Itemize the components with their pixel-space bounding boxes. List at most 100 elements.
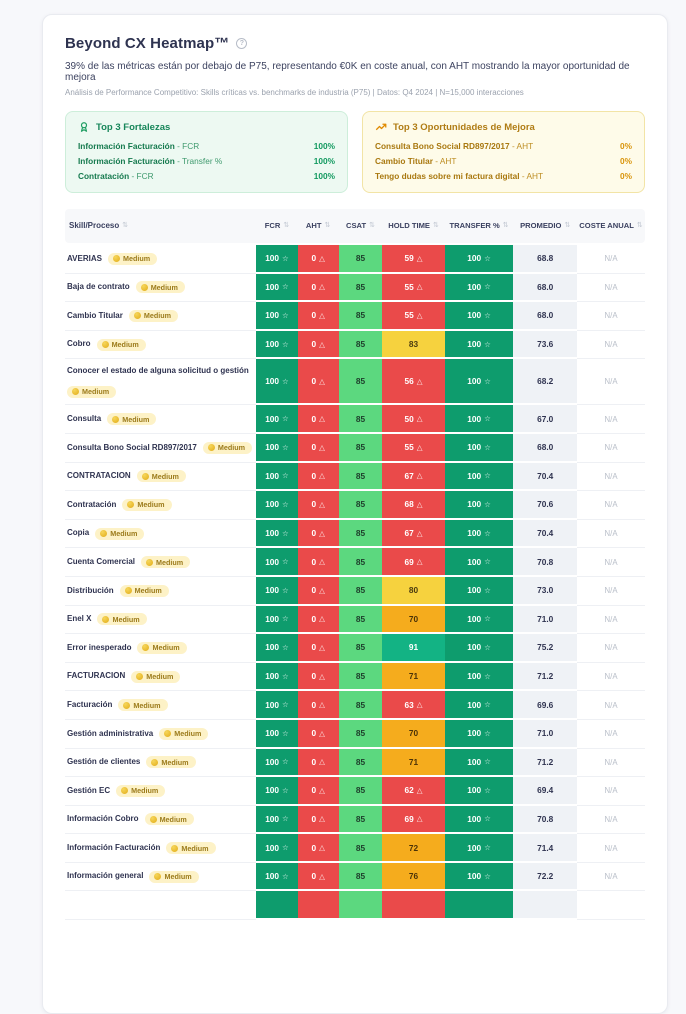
sort-icon[interactable]: ⇅ xyxy=(502,221,509,229)
table-row: Copia Medium 100 ☆ 0 △ 85 67 △ 100 ☆ 70.4 N/… xyxy=(65,519,645,549)
column-header-transfer[interactable]: TRANSFER % ⇅ xyxy=(449,221,509,231)
coste-cell: N/A xyxy=(577,359,645,406)
skill-cell: Contratación Medium xyxy=(65,491,257,520)
badge-label: Medium xyxy=(122,254,151,264)
table-row: Gestión administrativa Medium 100 ☆ 0 △ 85… xyxy=(65,719,645,749)
csat-cell: 85 xyxy=(338,302,383,331)
metric-icon: △ xyxy=(319,785,325,795)
skill-cell: AVERIAS Medium xyxy=(65,245,257,274)
skill-label: Distribución xyxy=(67,585,114,595)
column-header-fcr[interactable]: FCR ⇅ xyxy=(264,221,290,231)
coste-cell: N/A xyxy=(577,749,645,778)
csat-cell: 85 xyxy=(338,719,383,749)
complexity-badge: Medium xyxy=(146,756,196,769)
metric-icon: ☆ xyxy=(484,442,491,452)
coste-cell: N/A xyxy=(577,302,645,331)
help-icon[interactable]: ? xyxy=(236,38,248,49)
hold-time-cell: 71 xyxy=(382,662,445,692)
sort-icon[interactable]: ⇅ xyxy=(283,221,290,229)
metric-icon: ☆ xyxy=(484,557,491,567)
promedio-cell: 69.4 xyxy=(513,777,578,806)
complexity-badge: Medium xyxy=(149,870,199,883)
coste-value: N/A xyxy=(604,529,618,539)
badge-label: Medium xyxy=(134,586,162,596)
metric-icon: ☆ xyxy=(484,728,491,738)
sort-icon[interactable]: ⇅ xyxy=(564,221,571,229)
column-header-coste-anual[interactable]: COSTE ANUAL ⇅ xyxy=(579,221,643,231)
csat-cell: 85 xyxy=(338,777,383,806)
panel-item: Contratación - FCR 100% xyxy=(78,171,335,181)
column-header-hold-time[interactable]: HOLD TIME ⇅ xyxy=(388,221,439,231)
panel-item-label: Tengo dudas sobre mi factura digital - A… xyxy=(375,171,544,181)
skill-label: Información general xyxy=(67,871,144,881)
coste-value: N/A xyxy=(604,443,618,453)
column-header-promedio[interactable]: PROMEDIO ⇅ xyxy=(520,221,571,231)
promedio-cell: 68.0 xyxy=(513,273,578,303)
hold-time-cell: 76 xyxy=(382,862,445,892)
coste-cell: N/A xyxy=(577,548,645,577)
coste-value: N/A xyxy=(604,500,618,510)
promedio-value: 68.8 xyxy=(537,253,554,264)
coin-icon xyxy=(72,388,79,396)
promedio-value: 68.2 xyxy=(537,376,554,387)
metric-icon: ☆ xyxy=(484,414,491,424)
csat-cell: 85 xyxy=(338,748,383,778)
table-row: Cobro Medium 100 ☆ 0 △ 85 83 100 ☆ 73.6 N/A xyxy=(65,330,645,360)
complexity-badge: Medium xyxy=(95,527,145,540)
metric-icon: ☆ xyxy=(282,414,289,424)
promedio-value: 71.2 xyxy=(537,671,554,682)
skill-label: AVERIAS xyxy=(67,253,102,263)
sort-icon[interactable]: ⇅ xyxy=(122,221,129,229)
fcr-cell: 100 ☆ xyxy=(256,405,298,434)
sort-icon[interactable]: ⇅ xyxy=(432,221,439,229)
analysis-meta-text: Análisis de Performance Competitivo: Ski… xyxy=(65,88,524,97)
coste-value: N/A xyxy=(604,643,618,653)
skill-label: Gestión EC xyxy=(67,785,111,795)
panel-item: Cambio Titular - AHT 0% xyxy=(375,156,632,166)
skill-cell xyxy=(65,891,257,921)
transfer-cell: 100 ☆ xyxy=(444,691,514,720)
sort-icon[interactable]: ⇅ xyxy=(369,221,375,229)
badge-label: Medium xyxy=(164,872,192,882)
transfer-cell: 100 ☆ xyxy=(444,576,514,606)
metric-icon: ☆ xyxy=(282,814,289,824)
aht-cell: 0 △ xyxy=(297,548,339,577)
complexity-badge: Medium xyxy=(128,309,179,322)
fcr-cell: 100 ☆ xyxy=(256,862,298,892)
promedio-value: 69.6 xyxy=(537,699,554,710)
table-body: AVERIAS Medium 100 ☆ 0 △ 85 59 △ 100 ☆ 68.8 … xyxy=(65,245,645,921)
complexity-badge: Medium xyxy=(116,784,166,797)
metric-icon: △ xyxy=(416,785,423,795)
skill-cell: Cuenta Comercial Medium xyxy=(65,548,257,577)
badge-label: Medium xyxy=(161,757,189,767)
column-header-aht[interactable]: AHT ⇅ xyxy=(305,221,331,231)
fcr-cell: 100 ☆ xyxy=(256,605,298,635)
skill-cell: Facturación Medium xyxy=(65,691,257,720)
table-row: Conocer el estado de alguna solicitud o … xyxy=(65,359,645,406)
coste-value: N/A xyxy=(604,586,618,596)
badge-label: Medium xyxy=(150,282,178,292)
promedio-cell: 71.0 xyxy=(513,605,578,635)
coin-icon xyxy=(127,501,135,509)
column-header-csat[interactable]: CSAT ⇅ xyxy=(345,221,375,231)
complexity-badge: Medium xyxy=(122,498,172,511)
column-header-skill[interactable]: Skill/Proceso ⇅ xyxy=(69,221,129,230)
coste-value: N/A xyxy=(604,340,618,350)
promedio-value: 71.2 xyxy=(537,756,554,767)
csat-cell: 85 xyxy=(338,433,383,463)
sort-icon[interactable]: ⇅ xyxy=(324,221,331,229)
promedio-value: 73.6 xyxy=(537,339,554,350)
sort-icon[interactable]: ⇅ xyxy=(636,221,643,229)
csat-cell: 85 xyxy=(338,273,383,303)
promedio-cell: 70.4 xyxy=(513,462,578,492)
coste-cell: N/A xyxy=(577,634,645,663)
metric-icon: △ xyxy=(319,253,325,263)
metric-icon: ☆ xyxy=(484,339,491,349)
table-row: Cuenta Comercial Medium 100 ☆ 0 △ 85 69 △ 1… xyxy=(65,548,645,577)
promedio-value: 71.0 xyxy=(537,613,554,624)
hold-time-cell: 55 △ xyxy=(382,433,445,463)
metric-icon: △ xyxy=(319,282,325,292)
aht-cell: 0 △ xyxy=(297,405,339,434)
promedio-value: 75.2 xyxy=(537,642,554,653)
skill-label: CONTRATACION xyxy=(67,471,131,481)
